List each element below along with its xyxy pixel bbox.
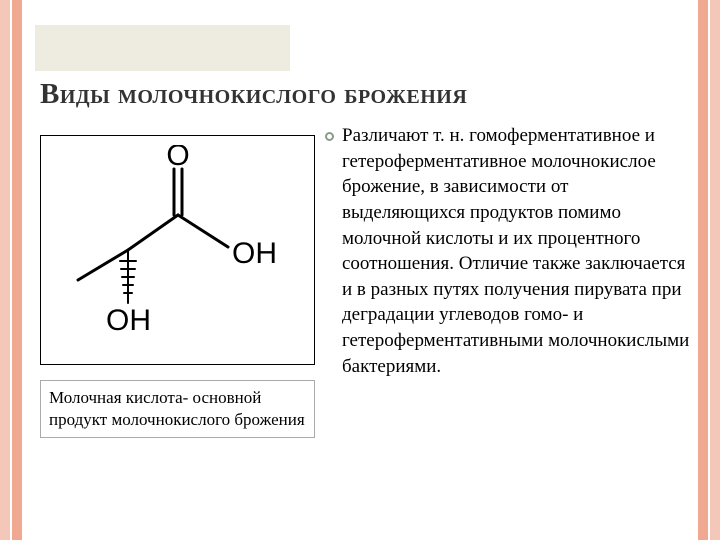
right-column: Различают т. н. гомоферментативное и гет… <box>325 123 695 379</box>
svg-text:O: O <box>166 145 189 172</box>
title-background <box>35 25 290 71</box>
bullet-icon <box>325 132 334 141</box>
bullet-item: Различают т. н. гомоферментативное и гет… <box>325 123 695 379</box>
slide-title: Виды молочнокислого брожения <box>40 78 680 111</box>
left-column: O OH OH Молочная кислота- основной проду… <box>40 135 315 438</box>
molecule-caption: Молочная кислота- основной продукт молоч… <box>40 380 315 438</box>
stripe-left-outer <box>0 0 10 540</box>
body-text: Различают т. н. гомоферментативное и гет… <box>342 123 695 379</box>
svg-text:OH: OH <box>106 304 151 337</box>
molecule-diagram: O OH OH <box>40 135 315 365</box>
stripe-right-inner <box>698 0 708 540</box>
lactic-acid-structure: O OH OH <box>50 145 305 355</box>
stripe-left-inner <box>12 0 22 540</box>
stripe-right-outer <box>710 0 720 540</box>
svg-text:OH: OH <box>232 237 277 270</box>
